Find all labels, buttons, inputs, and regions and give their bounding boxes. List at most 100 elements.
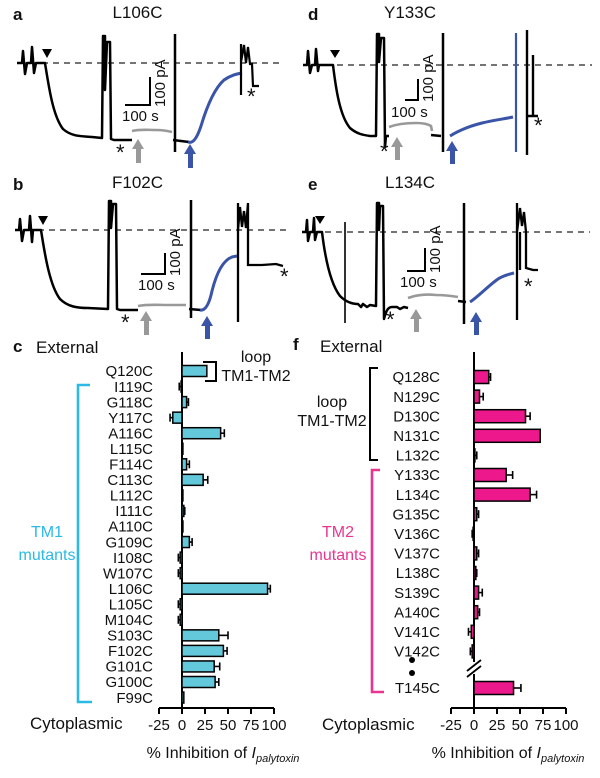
current-trace	[188, 307, 202, 312]
bar-G109C	[181, 535, 191, 549]
x-tick-label: 0	[178, 717, 186, 734]
bar-Y117C	[172, 411, 183, 424]
scale-bar	[141, 253, 166, 275]
mutant-label-S139C: S139C	[394, 585, 440, 602]
mutant-label-L138C: L138C	[396, 565, 440, 582]
panel-letter-e: e	[308, 175, 318, 194]
mutant-label-Q128C: Q128C	[392, 369, 440, 386]
current-trace	[15, 199, 138, 312]
panel-letter-f: f	[293, 335, 299, 354]
asterisk-marker: *	[386, 307, 395, 332]
current-trace	[525, 30, 538, 155]
x-tick-label: 75	[243, 717, 260, 734]
bar-G101C	[181, 660, 215, 673]
current-trace	[515, 203, 538, 320]
x-axis-title: % Inhibition of Ipalytoxin	[146, 745, 300, 766]
tm1-mutants-label: TM1 mutants	[18, 524, 76, 564]
bar-F102C	[181, 644, 225, 658]
current-trace	[236, 202, 284, 322]
scale-bar	[407, 248, 426, 272]
mutant-label-A110C: A110C	[108, 519, 153, 536]
mutant-label-C113C: C113C	[107, 472, 153, 489]
arrowhead-down-icon	[315, 216, 325, 224]
bar-I108C	[179, 551, 183, 564]
tm2-bracket	[370, 468, 384, 694]
mutant-label-D130C: D130C	[393, 408, 440, 425]
bar-C113C	[181, 473, 204, 487]
ellipsis-dot	[409, 670, 415, 676]
axis-break-icon	[466, 665, 482, 678]
mutant-label-V136C: V136C	[394, 526, 440, 543]
mutant-label-V137C: V137C	[394, 546, 440, 563]
gray-up-arrow-icon	[132, 139, 144, 163]
bar-N129C	[473, 389, 481, 404]
x-tick-label: 75	[535, 717, 552, 734]
time-scale-label: 100 s	[122, 108, 159, 125]
mutant-label-S103C: S103C	[107, 628, 153, 645]
current-trace	[17, 34, 132, 142]
current-trace	[430, 133, 442, 138]
current-trace	[302, 201, 409, 321]
bar-L132C	[473, 448, 476, 463]
bar-V136C	[472, 526, 475, 542]
bar-L138C	[473, 565, 477, 581]
mutant-label-M104C: M104C	[105, 612, 154, 629]
bar-G100C	[181, 675, 216, 689]
x-tick-label: 100	[553, 717, 578, 734]
gray-trace-segment	[388, 121, 434, 132]
mutant-label-I108C: I108C	[113, 550, 153, 567]
asterisk-marker: *	[524, 274, 533, 299]
asterisk-marker: *	[280, 264, 289, 289]
bar-A116C	[181, 426, 222, 440]
bar-S103C	[181, 629, 220, 642]
loop-tm1-tm2-label: loop TM1-TM2	[221, 349, 291, 385]
bar-L115C	[181, 442, 184, 455]
bar-Y133C	[473, 467, 507, 483]
mutant-label-F114C: F114C	[109, 457, 153, 474]
gray-trace-segment	[137, 303, 186, 308]
trace-title-b: F102C	[111, 173, 164, 192]
current-trace	[172, 138, 190, 144]
trace-title-d: Y133C	[384, 3, 436, 22]
current-scale-label: 100 pA	[152, 59, 169, 107]
bar-S139C	[473, 585, 480, 600]
bar-L105C	[179, 598, 183, 611]
gray-up-arrow-icon	[140, 311, 152, 335]
trace-panel-a: 100 s 100 pA * *	[17, 34, 282, 168]
bar-D130C	[473, 408, 527, 424]
panel-letter-a: a	[13, 5, 23, 24]
bar-L106C	[181, 582, 269, 595]
mutant-label-F99C: F99C	[116, 690, 153, 707]
bar-chart-tm2: Q128C N129C D130C N131C L132C Y133C L134C G135C…	[369, 352, 579, 734]
blue-recovery-trace	[469, 271, 515, 304]
asterisk-marker: *	[116, 140, 125, 165]
bar-G118C	[181, 395, 188, 409]
bar-chart-tm1: Q120CI119CG118CY117CA116CL115CF114CC113C…	[76, 352, 287, 734]
mutant-label-Y133C: Y133C	[394, 467, 440, 484]
tm1-bracket	[76, 383, 92, 704]
axis-break-icon	[466, 659, 482, 672]
blue-up-arrow-icon	[184, 144, 196, 168]
mutant-label-G101C: G101C	[105, 659, 153, 676]
mutant-label-Y117C: Y117C	[108, 410, 153, 427]
x-tick-label: 100	[261, 717, 286, 734]
bar-A140C	[473, 604, 479, 620]
trace-panel-d: 100 s 100 pA * *	[303, 30, 592, 164]
bar-W107C	[179, 566, 183, 580]
x-axis-title: % Inhibition of Ipalytoxin	[431, 745, 585, 766]
trace-title-e: L134C	[384, 173, 436, 192]
bar-I119C	[180, 380, 183, 393]
asterisk-marker: *	[534, 113, 543, 138]
x-tick-label: 50	[512, 717, 529, 734]
bar-Q128C	[473, 369, 490, 385]
blue-recovery-trace	[187, 71, 243, 144]
bar-L112C	[181, 489, 184, 502]
scale-bar	[405, 79, 419, 101]
bar-F99C	[181, 691, 185, 704]
mutant-label-L112C: L112C	[110, 488, 153, 505]
blue-recovery-trace	[449, 115, 514, 138]
bar-A110C	[181, 520, 184, 533]
gray-trace-segment	[131, 128, 173, 134]
mutant-label-N129C: N129C	[393, 389, 440, 406]
